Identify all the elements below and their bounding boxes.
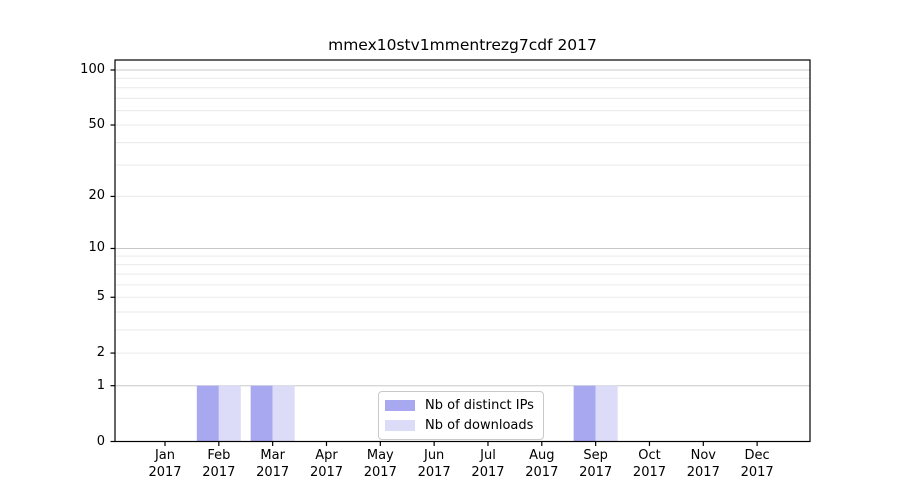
y-tick-label: 2 <box>96 345 105 361</box>
bar-downloads <box>595 385 618 442</box>
x-tick-label: Nov 2017 <box>686 448 720 480</box>
x-tick-label: Jan 2017 <box>148 448 182 480</box>
y-tick-label: 5 <box>96 289 105 305</box>
y-tick-label: 10 <box>88 240 105 256</box>
legend-label: Nb of distinct IPs <box>425 398 534 413</box>
x-tick-label: Dec 2017 <box>740 448 774 480</box>
y-tick-label: 0 <box>96 433 105 449</box>
y-tick-label: 1 <box>96 377 105 393</box>
bar-distinct-ips <box>196 385 219 442</box>
x-tick-label: Jun 2017 <box>417 448 451 480</box>
bar-downloads <box>218 385 241 442</box>
legend-swatch-downloads <box>385 420 415 431</box>
y-tick-label: 20 <box>88 188 105 204</box>
x-tick-label: Feb 2017 <box>202 448 236 480</box>
legend-swatch-distinct-ips <box>385 400 415 411</box>
x-tick-label: Jul 2017 <box>471 448 505 480</box>
y-tick-label: 100 <box>80 62 105 77</box>
bar-distinct-ips <box>250 385 273 442</box>
x-tick-label: Oct 2017 <box>632 448 667 480</box>
x-tick-label: Apr 2017 <box>309 448 344 480</box>
legend-item: Nb of downloads <box>385 417 534 434</box>
chart-title: mmex10stv1mmentrezg7cdf 2017 <box>328 36 597 54</box>
x-tick-label: Mar 2017 <box>256 448 290 480</box>
x-tick-label: May 2017 <box>363 448 397 480</box>
legend-label: Nb of downloads <box>425 418 534 433</box>
legend-item: Nb of distinct IPs <box>385 397 534 414</box>
plot-border <box>114 59 811 443</box>
bar-downloads <box>272 385 295 442</box>
bar-distinct-ips <box>573 385 596 442</box>
legend: Nb of distinct IPs Nb of downloads <box>378 391 544 440</box>
y-tick-label: 50 <box>88 117 105 132</box>
x-tick-label: Aug 2017 <box>525 448 559 480</box>
x-tick-label: Sep 2017 <box>579 448 613 480</box>
